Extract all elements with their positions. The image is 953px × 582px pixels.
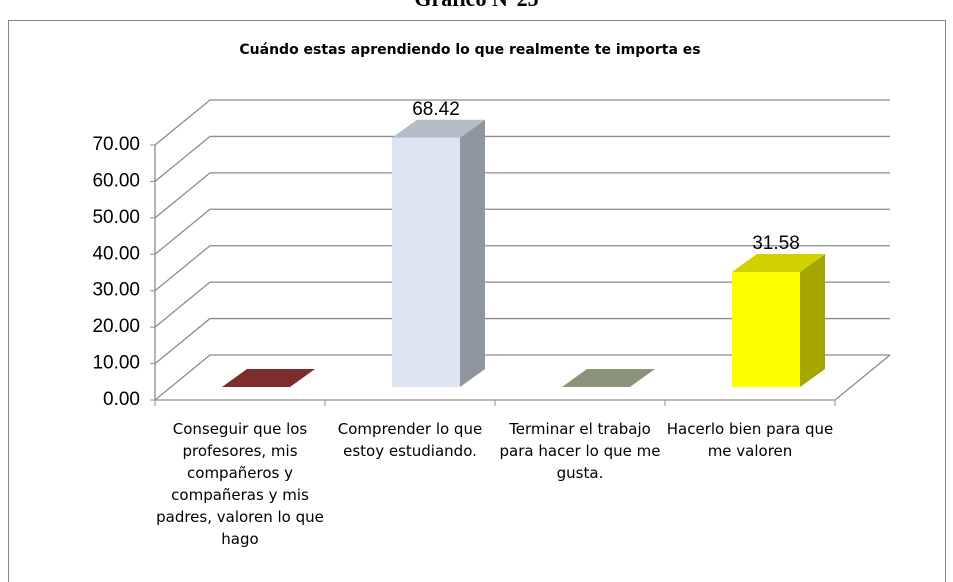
bar (222, 369, 315, 387)
chart-title: Cuándo estas aprendiendo lo que realment… (239, 42, 700, 58)
bar-side (460, 119, 485, 388)
data-label: 31.58 (752, 233, 800, 254)
grid-line (154, 245, 890, 292)
y-tick-label: 10.00 (92, 353, 140, 374)
grid-line (154, 135, 890, 182)
bar-top (562, 369, 655, 387)
bar-front (392, 137, 460, 387)
chart-border (8, 20, 946, 582)
bar (732, 253, 825, 387)
bar-top (222, 369, 315, 387)
bar-front (732, 271, 800, 387)
heading: Gráfico N°25 (0, 0, 953, 12)
grid-line (154, 354, 890, 401)
bar-top (732, 253, 825, 272)
y-tick-label: 50.00 (92, 207, 140, 228)
y-tick-label: 30.00 (92, 280, 140, 301)
x-tick-label: Comprender lo que estoy estudiando. (337, 420, 483, 460)
bar-side (800, 253, 825, 387)
y-tick-label: 40.00 (92, 243, 140, 264)
grid-line (154, 172, 890, 219)
grid-line (154, 281, 890, 328)
y-tick-label: 20.00 (92, 316, 140, 337)
bar-top (392, 119, 485, 138)
x-tick-label: Terminar el trabajo para hacer lo que me… (499, 420, 661, 482)
bar (392, 119, 485, 388)
y-tick-label: 60.00 (92, 170, 140, 191)
x-tick-label: Conseguir que los profesores, mis compañ… (156, 420, 324, 548)
grid-line (154, 99, 890, 146)
y-tick-label: 70.00 (92, 134, 140, 155)
grid-line (154, 208, 890, 255)
y-tick-label: 0.00 (103, 389, 140, 410)
bar (562, 369, 655, 387)
grid-line (154, 317, 890, 365)
x-tick-label: Hacerlo bien para que me valoren (666, 420, 834, 460)
data-label: 68.42 (412, 99, 460, 120)
